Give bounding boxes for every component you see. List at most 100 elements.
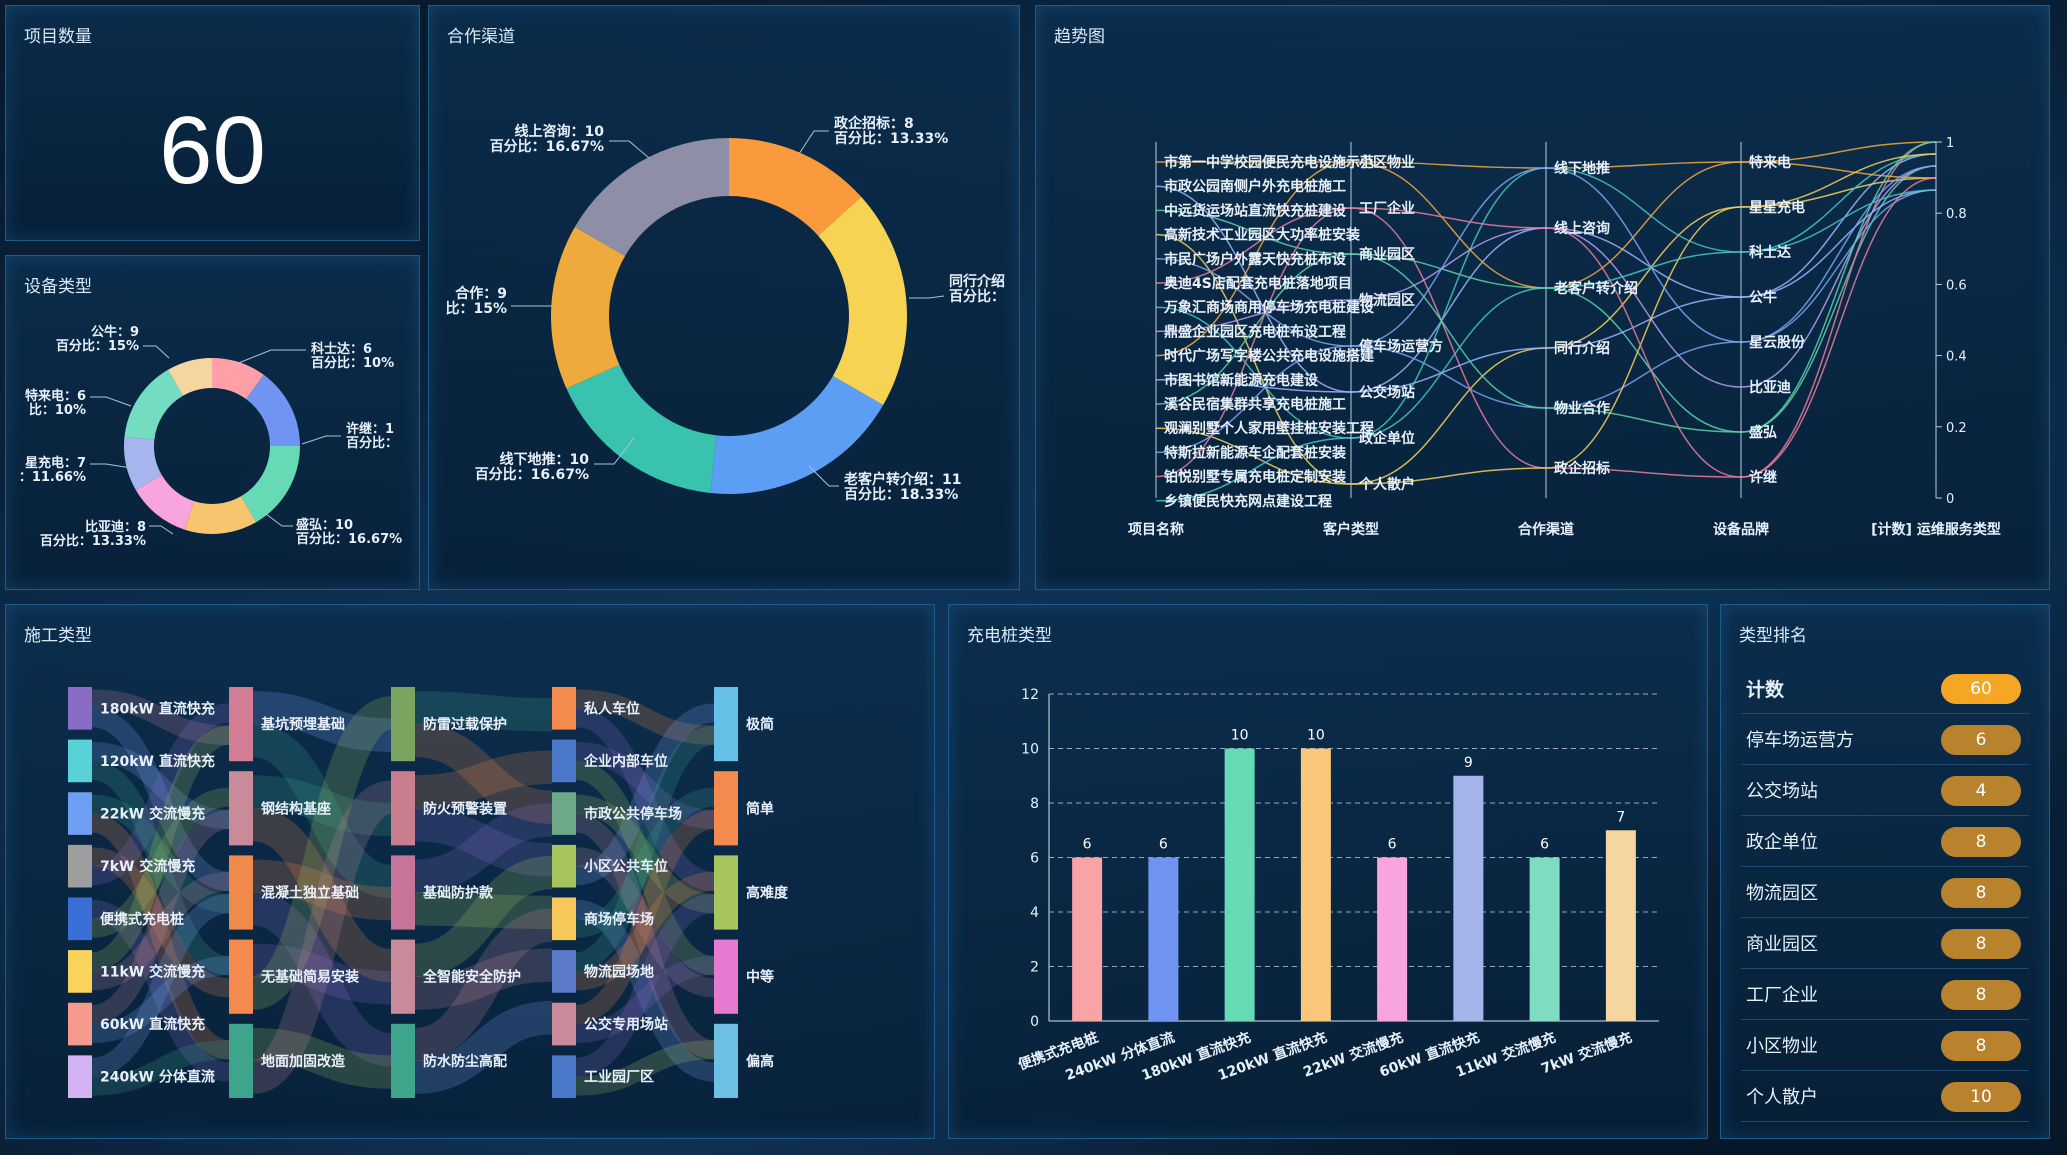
tick-label: 0.2	[1946, 421, 1967, 436]
ranking-label: 物流园区	[1746, 883, 1818, 904]
channel-label: 老客户转介绍	[1554, 280, 1638, 297]
tick-label: 0	[1946, 492, 1954, 507]
donut-slice	[246, 374, 300, 446]
channel-panel: 合作渠道 政企招标：8 百分比：13.33% 同行介绍 百分比： 老客户转介绍：11 百分…	[428, 5, 1020, 590]
panel-title: 合作渠道	[447, 27, 515, 47]
sankey-flow	[90, 809, 231, 1025]
y-tick-label: 8	[1030, 796, 1039, 812]
sankey-flow	[574, 809, 716, 1025]
sankey-flow	[91, 871, 230, 991]
trend-parallel-chart: 项目名称 客户类型 合作渠道 设备品牌 [计数] 运维服务类型 市第一中学校园便民充电设施…	[1128, 136, 2001, 538]
label-leader-line	[90, 463, 132, 469]
sankey-node	[229, 771, 253, 846]
channel-label: 线下地推	[1554, 160, 1610, 177]
axis-name: [计数] 运维服务类型	[1871, 521, 2001, 538]
slice-label: 合作：9	[455, 285, 507, 302]
label-leader-line	[143, 345, 170, 359]
label-leader-line	[594, 437, 635, 465]
donut-slice	[729, 138, 862, 236]
sankey-flow	[414, 807, 553, 877]
sankey-node-label: 中等	[746, 969, 774, 986]
sankey-flow	[90, 708, 231, 891]
bar-value-label: 6	[1159, 837, 1168, 853]
label-leader-line	[909, 295, 945, 299]
channel-label: 线上咨询	[1554, 220, 1610, 237]
sankey-node-label: 企业内部车位	[583, 753, 668, 770]
ranking-label: 政企单位	[1746, 832, 1818, 853]
sankey-flow	[575, 955, 715, 1044]
slice-percent-label: 比：15%	[445, 300, 507, 317]
sankey-flow	[575, 847, 715, 998]
sankey-node	[391, 687, 415, 762]
ranking-panel: 类型排名 计数 60 停车场运营方 6 公交场站 4 政企单位 8 物流园区 8 商业园区 8 工厂企业…	[1720, 604, 2050, 1139]
sankey-flow	[414, 691, 553, 732]
donut-slice	[818, 196, 907, 405]
slice-percent-label: 百分比：15%	[56, 338, 139, 354]
sankey-node-label: 物流园场地	[584, 963, 654, 980]
donut-slice	[212, 358, 264, 400]
sankey-flow	[91, 847, 230, 998]
slice-label: 同行介绍	[949, 273, 1005, 290]
sankey-node	[714, 939, 738, 1014]
sankey-flow	[414, 803, 553, 893]
sankey-node	[68, 897, 92, 941]
sankey-flow	[252, 1027, 392, 1089]
ranking-row: 停车场运营方 6	[1741, 714, 2029, 765]
sankey-node-label: 商场停车场	[584, 911, 654, 928]
ranking-label: 计数	[1746, 679, 1785, 701]
ranking-label: 停车场运营方	[1746, 730, 1854, 751]
customer-label: 个人散户	[1358, 476, 1415, 493]
project-label: 特斯拉新能源车企配套桩安装	[1164, 444, 1347, 461]
sankey-node	[552, 687, 576, 730]
panel-title: 充电桩类型	[967, 626, 1052, 646]
bar	[1605, 830, 1636, 1021]
donut-slice	[135, 475, 195, 530]
slice-label: 星充电：7	[25, 455, 86, 471]
sankey-flow	[251, 807, 393, 983]
sankey-node-label: 基坑预埋基础	[261, 716, 345, 733]
trend-line	[1155, 161, 1937, 357]
tick-label: 0.8	[1946, 207, 1967, 222]
sankey-flow	[574, 894, 716, 1077]
sankey-node	[714, 855, 738, 930]
slice-label: 公牛：9	[91, 324, 139, 340]
sankey-flow	[252, 775, 392, 837]
customer-label: 小区物业	[1359, 154, 1415, 171]
sankey-node	[391, 771, 415, 846]
tick-label: 1	[1946, 136, 1954, 151]
slice-percent-label: 百分比：	[949, 288, 1005, 305]
sankey-node	[714, 1023, 738, 1098]
slice-percent-label: ：11.66%	[19, 470, 86, 485]
slice-label: 比亚迪：8	[85, 519, 146, 535]
donut-slice	[710, 376, 884, 495]
customer-label: 政企单位	[1359, 430, 1415, 447]
slice-label: 盛弘：10	[296, 517, 353, 533]
sankey-node-label: 钢结构基座	[261, 800, 331, 817]
panel-title: 施工类型	[24, 626, 92, 646]
sankey-node	[552, 897, 576, 941]
sankey-flow	[414, 1000, 553, 1094]
sankey-node	[229, 1023, 253, 1098]
slice-percent-label: 百分比：18.33%	[844, 486, 958, 503]
bar	[1300, 748, 1331, 1021]
sankey-node-label: 全智能安全防护	[422, 969, 521, 986]
sankey-flow	[90, 760, 231, 976]
bar-value-label: 9	[1464, 755, 1473, 771]
sankey-flow	[91, 955, 230, 1044]
trend-line	[1155, 165, 1937, 388]
slice-percent-label: 百分比：16.67%	[296, 531, 402, 547]
device-type-panel: 设备类型 科士达：6 百分比：10% 许继：1 百分比： 盛弘：10 百分比：16.67%…	[5, 255, 420, 590]
sankey-flow	[574, 725, 716, 972]
sankey-flow	[91, 689, 230, 745]
sankey-node-label: 防水防尘高配	[423, 1053, 507, 1070]
sankey-node-label: 便携式充电桩	[100, 911, 184, 928]
sankey-flow	[90, 703, 231, 886]
donut-slice	[124, 369, 183, 440]
sankey-flow	[414, 750, 553, 809]
sankey-node	[68, 792, 92, 835]
slice-percent-label: 百分比：13.33%	[40, 533, 146, 549]
label-leader-line	[798, 130, 829, 155]
ranking-value-badge: 8	[1941, 980, 2021, 1010]
ranking-row: 商业园区 8	[1741, 918, 2029, 969]
sankey-flow	[575, 787, 715, 938]
